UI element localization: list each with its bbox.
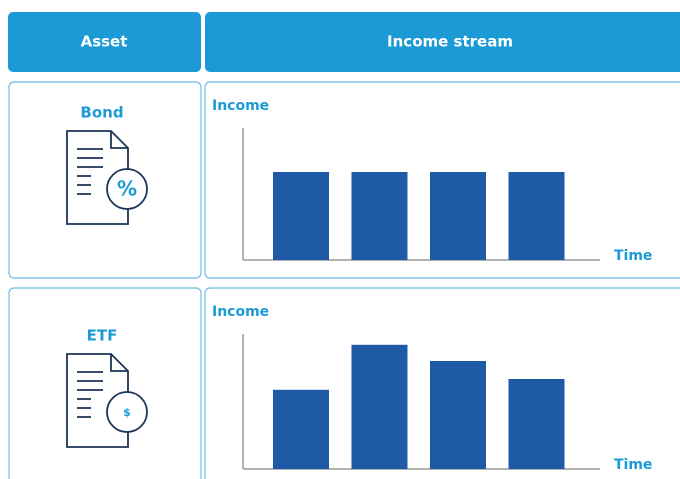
asset-cell <box>8 81 202 279</box>
bar <box>430 361 486 469</box>
asset-name: ETF <box>87 327 118 345</box>
header-income: Income stream <box>387 33 513 51</box>
bar <box>351 344 408 469</box>
x-axis-label: Time <box>614 248 652 264</box>
bar <box>273 389 329 469</box>
header-cell <box>8 12 201 72</box>
icon-symbol: % <box>117 177 137 201</box>
icon-badge <box>106 391 148 433</box>
bar <box>430 172 486 260</box>
icon-badge <box>106 168 148 210</box>
y-axis-label: Income <box>212 304 269 320</box>
icon-symbol: $ <box>123 406 131 419</box>
asset-cell <box>8 287 202 479</box>
y-axis-label: Income <box>212 98 269 114</box>
bar <box>508 172 565 260</box>
bar <box>351 172 408 260</box>
asset-name: Bond <box>80 104 123 122</box>
header-asset: Asset <box>81 33 128 51</box>
bar <box>508 379 565 469</box>
asset-icon <box>66 130 129 225</box>
header-cell <box>205 12 680 72</box>
bar <box>273 172 329 260</box>
x-axis-label: Time <box>614 457 652 473</box>
